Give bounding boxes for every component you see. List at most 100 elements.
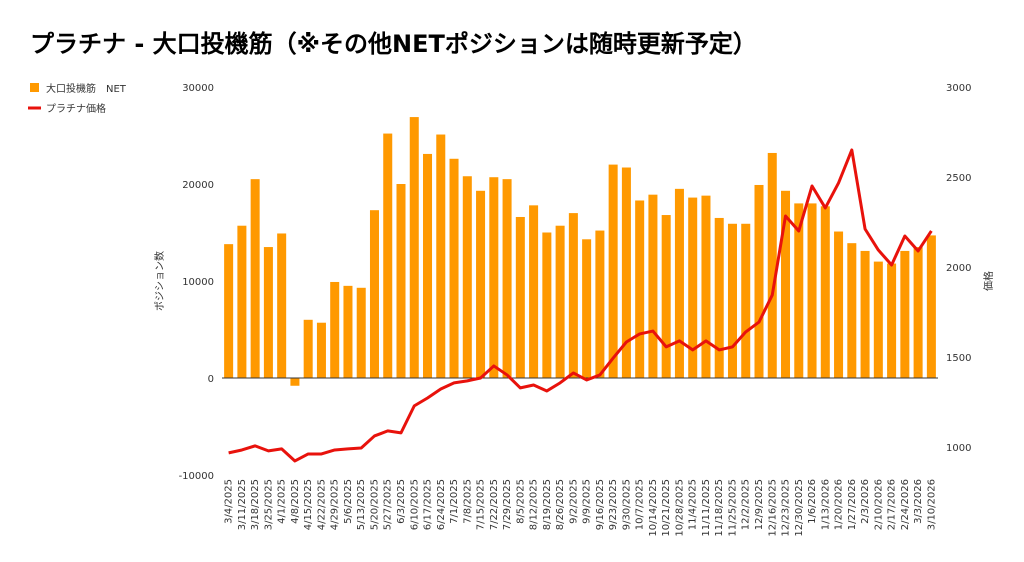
bar xyxy=(926,235,936,378)
bar xyxy=(741,223,751,378)
price-line xyxy=(228,148,933,463)
x-tick-label: 1/27/2026 xyxy=(847,479,858,530)
x-tick-label: 12/23/2025 xyxy=(781,479,792,537)
y2-tick-label: 2500 xyxy=(946,173,971,184)
x-tick-label: 9/23/2025 xyxy=(608,479,619,530)
x-tick-label: 4/8/2025 xyxy=(290,479,301,524)
x-tick-label: 12/2/2025 xyxy=(741,479,752,530)
x-tick-label: 2/10/2026 xyxy=(873,479,884,530)
bar xyxy=(369,210,379,378)
x-tick-label: 6/3/2025 xyxy=(396,479,407,524)
bar xyxy=(343,285,353,378)
y2-axis-title: 価格 xyxy=(982,271,995,291)
x-tick-label: 7/1/2025 xyxy=(449,479,460,524)
bar xyxy=(794,203,804,378)
bar xyxy=(316,322,326,378)
y-tick-label: -10000 xyxy=(179,471,214,482)
x-tick-label: 4/15/2025 xyxy=(303,479,314,530)
legend-label: プラチナ価格 xyxy=(46,102,106,115)
x-tick-label: 2/17/2026 xyxy=(887,479,898,530)
bar xyxy=(529,205,539,378)
bar xyxy=(237,225,247,378)
x-tick-label: 5/27/2025 xyxy=(383,479,394,530)
bar xyxy=(900,250,910,378)
x-tick-label: 5/6/2025 xyxy=(343,479,354,524)
bar xyxy=(714,217,724,378)
bar xyxy=(224,244,234,378)
x-tick-label: 7/8/2025 xyxy=(462,479,473,524)
bar xyxy=(476,190,486,378)
x-tick-label: 3/25/2025 xyxy=(263,479,274,530)
bar xyxy=(568,213,578,378)
bar xyxy=(303,319,313,378)
y-tick-label: 30000 xyxy=(182,83,214,94)
y2-tick-label: 3000 xyxy=(946,83,971,94)
x-tick-label: 11/4/2025 xyxy=(688,479,699,530)
bar xyxy=(502,179,512,378)
bar xyxy=(873,261,883,378)
x-tick-label: 7/15/2025 xyxy=(476,479,487,530)
chart-title: プラチナ - 大口投機筋（※その他NETポジションは随時更新予定） xyxy=(30,30,757,58)
x-tick-label: 8/12/2025 xyxy=(529,479,540,530)
x-tick-label: 1/13/2026 xyxy=(820,479,831,530)
bar xyxy=(648,194,658,378)
x-tick-label: 7/29/2025 xyxy=(502,479,513,530)
x-tick-label: 9/16/2025 xyxy=(595,479,606,530)
bar xyxy=(263,247,273,378)
bar xyxy=(701,195,711,378)
bar xyxy=(674,188,684,378)
x-tick-label: 3/10/2026 xyxy=(926,479,937,530)
bar xyxy=(847,243,857,378)
x-tick-label: 5/20/2025 xyxy=(369,479,380,530)
x-tick-label: 12/9/2025 xyxy=(754,479,765,530)
bar xyxy=(449,158,459,378)
bar xyxy=(396,184,406,378)
x-tick-label: 9/2/2025 xyxy=(568,479,579,524)
bar xyxy=(754,184,764,378)
x-tick-label: 3/11/2025 xyxy=(237,479,248,530)
x-tick-label: 3/18/2025 xyxy=(250,479,261,530)
bar xyxy=(635,200,645,378)
y-tick-label: 20000 xyxy=(182,180,214,191)
x-tick-label: 10/21/2025 xyxy=(661,479,672,537)
x-tick-label: 11/25/2025 xyxy=(727,479,738,537)
y-tick-label: 0 xyxy=(208,374,214,385)
x-tick-label: 7/22/2025 xyxy=(489,479,500,530)
bar xyxy=(834,231,844,378)
x-tick-label: 4/29/2025 xyxy=(330,479,341,530)
bar xyxy=(913,247,923,378)
bar xyxy=(767,152,777,378)
bar xyxy=(621,167,631,378)
x-tick-label: 6/17/2025 xyxy=(423,479,434,530)
y-tick-label: 10000 xyxy=(182,277,214,288)
x-tick-label: 3/3/2026 xyxy=(913,479,924,524)
bar xyxy=(489,177,499,378)
bar xyxy=(515,216,525,378)
bar xyxy=(436,134,446,378)
bar xyxy=(688,197,698,378)
bar xyxy=(409,117,419,378)
bar xyxy=(462,176,472,378)
legend-label: 大口投機筋 NET xyxy=(46,82,127,95)
bar xyxy=(423,153,433,378)
x-tick-label: 9/30/2025 xyxy=(621,479,632,530)
bar xyxy=(661,215,671,378)
x-tick-label: 11/18/2025 xyxy=(714,479,725,537)
x-tick-label: 2/24/2026 xyxy=(900,479,911,530)
bar xyxy=(250,179,260,378)
x-tick-label: 8/26/2025 xyxy=(555,479,566,530)
y2-tick-label: 1000 xyxy=(946,443,971,454)
x-tick-label: 10/28/2025 xyxy=(674,479,685,537)
bar xyxy=(595,230,605,378)
x-tick-label: 1/6/2026 xyxy=(807,479,818,524)
y-axis-title: ポジション数 xyxy=(153,251,166,311)
x-tick-label: 6/24/2025 xyxy=(436,479,447,530)
bar xyxy=(277,233,287,378)
x-tick-label: 6/10/2025 xyxy=(409,479,420,530)
x-tick-label: 4/22/2025 xyxy=(316,479,327,530)
x-tick-label: 4/1/2025 xyxy=(277,479,288,524)
bar xyxy=(807,203,817,378)
bar xyxy=(582,239,592,378)
